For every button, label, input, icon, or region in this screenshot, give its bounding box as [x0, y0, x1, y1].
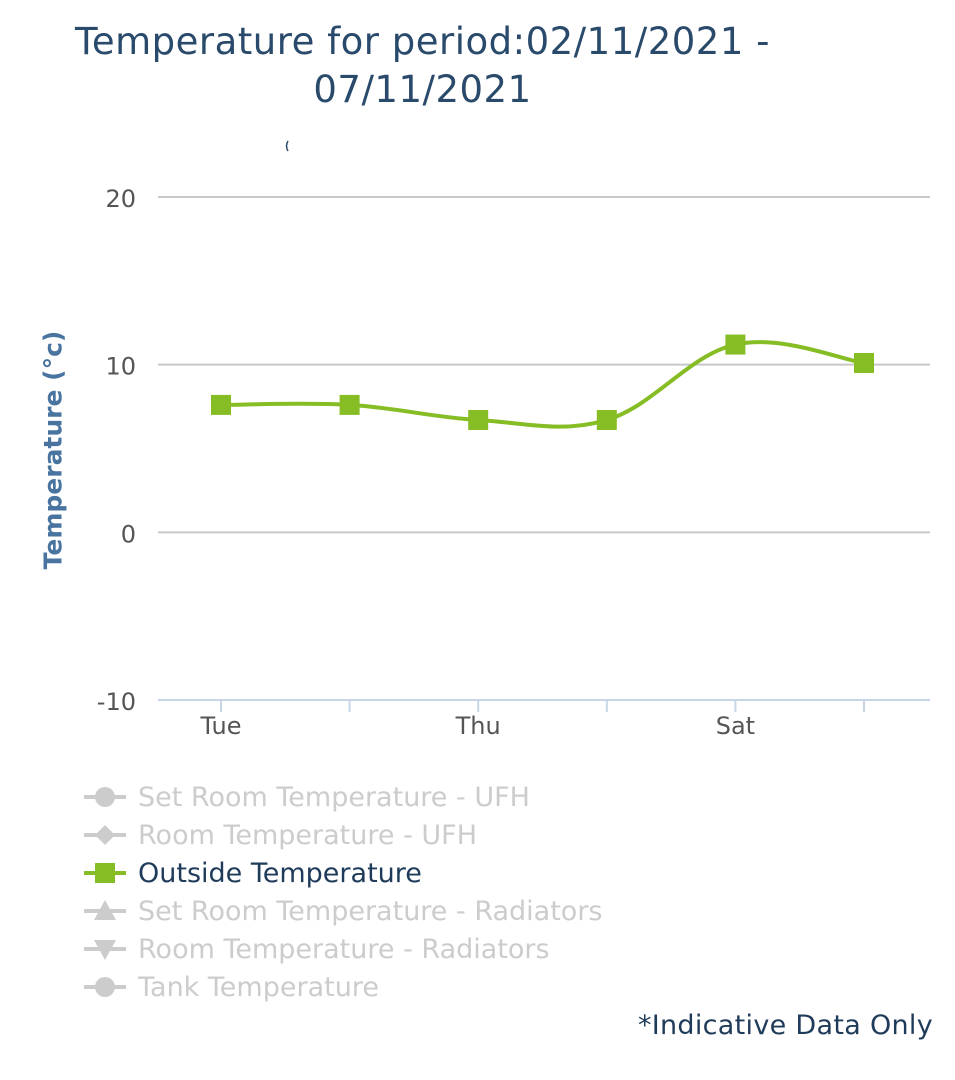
- circle-marker-icon: [84, 787, 126, 807]
- legend-item[interactable]: Outside Temperature: [82, 854, 603, 892]
- gridlines: [158, 196, 930, 534]
- legend-item-label: Outside Temperature: [138, 857, 422, 889]
- y-tick-label: 10: [105, 353, 136, 381]
- chart-title-line-1: Temperature for period:02/11/2021 -: [75, 20, 770, 63]
- square-marker-icon: [84, 863, 126, 883]
- stray-mark: [285, 140, 289, 152]
- x-tick-label: Thu: [455, 712, 501, 740]
- legend-item-label: Set Room Temperature - UFH: [138, 781, 530, 813]
- legend-item-label: Set Room Temperature - Radiators: [138, 895, 603, 927]
- y-tick-label: 20: [105, 185, 136, 213]
- legend-item-label: Tank Temperature: [138, 971, 379, 1003]
- legend-item[interactable]: Set Room Temperature - Radiators: [82, 892, 603, 930]
- circle-marker-icon: [84, 977, 126, 997]
- legend-item[interactable]: Set Room Temperature - UFH: [82, 778, 603, 816]
- legend: Set Room Temperature - UFH Room Temperatu…: [82, 778, 603, 1006]
- line-chart: 20 10 0 -10 Tue Thu Sat: [97, 185, 930, 740]
- data-point-marker[interactable]: [468, 409, 489, 430]
- legend-item-label: Room Temperature - UFH: [138, 819, 478, 851]
- triangle-down-marker-icon: [84, 940, 126, 960]
- data-point-marker[interactable]: [854, 352, 874, 373]
- data-point-marker[interactable]: [211, 394, 231, 415]
- x-tick-label: Tue: [200, 712, 242, 740]
- y-axis-ticks: 20 10 0 -10: [97, 185, 136, 716]
- series-outside-temperature[interactable]: [211, 334, 874, 430]
- x-axis-ticks: Tue Thu Sat: [200, 700, 865, 740]
- data-point-marker[interactable]: [725, 334, 746, 355]
- legend-item[interactable]: Tank Temperature: [82, 968, 603, 1006]
- x-tick-label: Sat: [716, 712, 755, 740]
- series-line: [220, 340, 865, 429]
- data-point-marker[interactable]: [339, 394, 360, 415]
- chart-title-line-2: 07/11/2021: [313, 68, 532, 111]
- legend-item[interactable]: Room Temperature - Radiators: [82, 930, 603, 968]
- y-axis-title: Temperature (°c): [38, 330, 68, 570]
- data-point-marker[interactable]: [596, 409, 617, 430]
- legend-item-label: Room Temperature - Radiators: [138, 933, 550, 965]
- y-tick-label: 0: [121, 520, 136, 548]
- diamond-marker-icon: [84, 825, 126, 845]
- y-tick-label: -10: [97, 688, 136, 716]
- footnote: *Indicative Data Only: [637, 1010, 933, 1041]
- chart-title: Temperature for period:02/11/2021 - 07/1…: [0, 18, 845, 114]
- legend-item[interactable]: Room Temperature - UFH: [82, 816, 603, 854]
- triangle-marker-icon: [84, 900, 126, 920]
